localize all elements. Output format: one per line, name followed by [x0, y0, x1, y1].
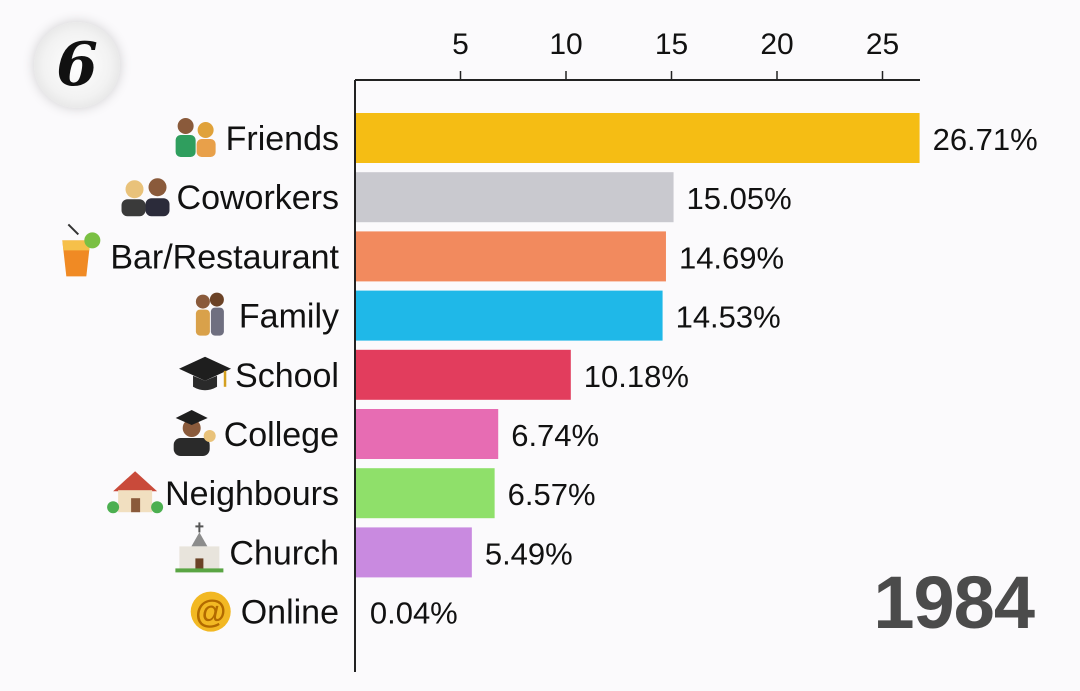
value-label: 10.18% [584, 359, 689, 394]
graduate-icon [173, 410, 216, 456]
value-label: 0.04% [370, 596, 458, 631]
value-label: 26.71% [933, 122, 1038, 157]
value-label: 6.57% [508, 477, 596, 512]
x-tick-label: 15 [655, 28, 688, 61]
value-label: 15.05% [687, 181, 792, 216]
category-label: Friends [226, 120, 339, 158]
church-icon [175, 522, 224, 573]
bar [356, 349, 571, 400]
family-icon [195, 292, 224, 336]
cocktail-icon [62, 223, 101, 277]
bar [356, 468, 495, 519]
bar [356, 290, 663, 341]
category-label: Online [241, 594, 339, 632]
year-label: 1984 [873, 561, 1035, 644]
episode-number: 6 [56, 30, 98, 100]
x-tick-label: 5 [452, 28, 469, 61]
category-label: College [224, 416, 339, 454]
svg-text:@: @ [195, 594, 226, 630]
bar [356, 527, 472, 578]
category-label: Family [239, 298, 339, 336]
category-label: Bar/Restaurant [110, 238, 339, 276]
bar [356, 172, 674, 223]
value-label: 14.53% [676, 300, 781, 335]
bars: Friends 26.71% Coworkers 15.05% Bar/Restaura… [62, 113, 1038, 632]
category-label: Church [229, 534, 339, 572]
at-sign-icon: @ [190, 591, 231, 632]
bar [356, 409, 499, 459]
x-tick-label: 10 [549, 28, 582, 61]
category-label: Coworkers [177, 179, 339, 217]
bar [356, 231, 666, 282]
value-label: 14.69% [679, 240, 784, 275]
value-label: 5.49% [485, 536, 573, 571]
x-tick-label: 20 [760, 28, 793, 61]
x-axis: 5 10 15 20 25 [354, 28, 920, 672]
value-label: 6.74% [511, 418, 599, 453]
category-label: Neighbours [165, 475, 339, 513]
house-icon [107, 471, 164, 514]
episode-badge: 6 [34, 22, 120, 108]
bar [356, 113, 920, 163]
coworkers-icon [121, 178, 170, 217]
x-tick-label: 25 [866, 28, 899, 61]
couple-icon [175, 118, 216, 157]
category-label: School [235, 357, 339, 395]
graduation-cap-icon [179, 356, 232, 391]
